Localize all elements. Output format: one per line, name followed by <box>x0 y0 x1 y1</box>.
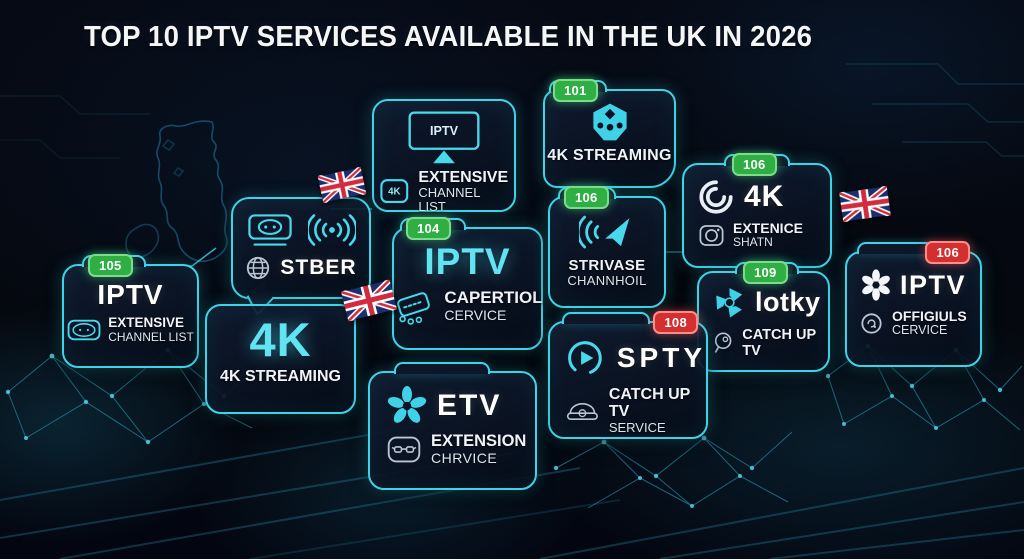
card-title: IPTV <box>97 279 164 310</box>
count-badge: 109 <box>743 261 788 284</box>
card-line: 4K STREAMING <box>220 368 341 385</box>
flower-icon <box>862 269 890 301</box>
count-badge: 108 <box>653 311 698 334</box>
card-line: EXTENSION <box>431 432 527 450</box>
page-title: TOP 10 IPTV SERVICES AVAILABLE IN THE UK… <box>84 21 813 53</box>
card-iptv-extensive-105: 105 IPTV EXTENSIVE CHANNEL LIST <box>62 254 199 368</box>
camera-icon <box>699 224 724 246</box>
card-lotky-109: 109 lotky CATCH U <box>697 261 830 372</box>
cap-icon <box>566 402 598 420</box>
card-title: 4K <box>744 180 785 213</box>
hex-logo-icon <box>592 103 627 141</box>
svg-text:4K: 4K <box>388 187 400 198</box>
count-badge: 106 <box>732 153 777 176</box>
play-circle-icon <box>568 341 602 375</box>
card-4k-streaming-big: 4K 4K STREAMING <box>205 304 356 414</box>
card-line: CATCH UP TV <box>608 386 690 421</box>
swirl-icon <box>699 180 733 214</box>
svg-text:IPTV: IPTV <box>430 124 459 138</box>
card-spty-108: 108 SPTY CATCH UP TV SERVICE <box>548 311 708 439</box>
uk-flag-icon <box>839 185 891 223</box>
flower-icon <box>387 386 427 423</box>
iptv-monitor-icon: IPTV <box>408 111 480 164</box>
folder-tab <box>562 312 650 324</box>
folder-tab <box>394 362 490 374</box>
count-badge: 106 <box>564 186 609 209</box>
card-extensive-channel-list: IPTV 4K EXTENSIVE CHANNEL LIST <box>372 99 516 215</box>
4k-chip-icon: 4K <box>380 179 409 204</box>
card-4k-extenice-106: 106 4K EXTENICE SHAT <box>682 153 832 268</box>
card-title: IPTV <box>424 241 511 282</box>
card-line: CAPERTIOL <box>444 288 543 308</box>
ticket-icon <box>397 292 431 325</box>
card-iptv-offigiuls-106: 106 IPTV <box>845 241 982 367</box>
uk-map-outline <box>125 120 228 263</box>
count-badge: 101 <box>553 79 598 102</box>
card-line: EXTENSIVE <box>418 169 509 186</box>
card-line: CHANNHOIL <box>567 273 647 289</box>
card-line: CHANNEL LIST <box>418 185 480 215</box>
card-line: SHATN <box>733 235 773 250</box>
card-stber: STBER <box>231 197 371 317</box>
card-line: STRIVASE <box>568 257 646 274</box>
card-line: CATCH UP TV <box>742 327 816 359</box>
card-title: SPTY <box>616 342 706 373</box>
glasses-chip-icon <box>387 436 421 463</box>
card-line: CERVICE <box>444 306 507 323</box>
card-line: EXTENICE <box>733 220 804 236</box>
card-title: lotky <box>755 287 821 317</box>
set-top-box-icon <box>248 214 292 246</box>
wave-plane-icon <box>579 215 630 249</box>
eye-circle-icon <box>861 313 882 334</box>
card-4k-streaming-101: 101 4K STREAMING <box>543 79 676 188</box>
card-title: IPTV <box>900 269 967 300</box>
card-line: 4K STREAMING <box>547 147 672 164</box>
count-badge: 105 <box>88 254 133 277</box>
card-title: STBER <box>280 256 357 279</box>
uk-flag-icon <box>317 166 367 204</box>
uk-flag-icon <box>340 279 398 322</box>
globe-icon <box>247 256 270 280</box>
magnifier-circle-icon <box>714 332 732 353</box>
pinwheel-icon <box>716 288 743 318</box>
count-badge: 104 <box>406 217 451 240</box>
card-line: CHANNEL LIST <box>108 329 194 344</box>
card-line: EXTENSIVE <box>108 315 184 330</box>
card-line: OFFIGIULS <box>892 308 967 324</box>
count-badge: 106 <box>925 241 970 264</box>
card-strivase-106: 106 STRIVASE CHANNHOIL <box>548 186 666 308</box>
card-title: ETV <box>437 389 502 422</box>
card-line: SERVICE <box>608 419 666 435</box>
tv-screen-icon <box>67 319 101 340</box>
signal-waves-icon <box>308 214 356 246</box>
folder-tab <box>857 242 935 254</box>
card-etv-extension: ETV EXTENSION CHRVICE <box>368 362 537 490</box>
card-iptv-capertiol-104: 104 IPTV CAPERTIOL CERVICE <box>392 217 543 350</box>
card-title: 4K <box>249 313 312 366</box>
card-line: CHRVICE <box>431 449 498 466</box>
card-line: CERVICE <box>892 323 948 338</box>
